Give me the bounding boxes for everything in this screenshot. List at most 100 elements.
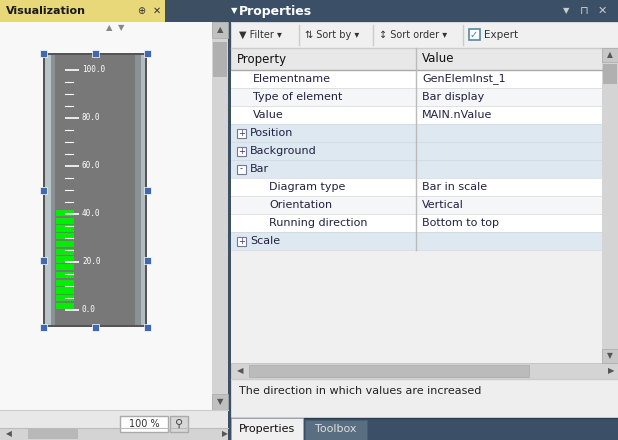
Bar: [231, 418, 303, 440]
Bar: [231, 232, 602, 250]
Bar: [231, 22, 618, 48]
Bar: [56, 303, 74, 309]
Bar: [231, 418, 618, 440]
Bar: [40, 50, 47, 57]
Bar: [56, 218, 74, 224]
Bar: [231, 178, 602, 196]
Bar: [43, 53, 147, 327]
Text: Visualization: Visualization: [6, 6, 86, 16]
Bar: [305, 420, 367, 440]
Text: ◀: ◀: [237, 367, 243, 375]
Bar: [237, 147, 246, 156]
Text: Properties: Properties: [239, 4, 312, 18]
Text: Running direction: Running direction: [269, 218, 368, 228]
Text: Properties: Properties: [239, 424, 295, 434]
Text: 100 %: 100 %: [129, 419, 159, 429]
Text: ▼: ▼: [607, 352, 613, 360]
Text: +: +: [238, 128, 245, 137]
Bar: [135, 55, 141, 325]
Text: Toolbox: Toolbox: [315, 424, 357, 434]
Text: ▼: ▼: [231, 7, 237, 15]
Text: 60.0: 60.0: [82, 161, 101, 170]
Bar: [51, 55, 55, 325]
Text: 20.0: 20.0: [82, 257, 101, 267]
Text: ▶: ▶: [222, 429, 228, 439]
Text: +: +: [238, 236, 245, 246]
Bar: [56, 295, 74, 301]
Bar: [231, 88, 602, 106]
Text: Value: Value: [422, 52, 454, 66]
Text: ▼: ▼: [563, 7, 570, 15]
Bar: [249, 365, 529, 377]
Bar: [56, 233, 74, 239]
Bar: [602, 48, 618, 62]
Text: +: +: [238, 147, 245, 155]
Text: ✕: ✕: [153, 6, 161, 16]
Bar: [165, 0, 228, 22]
Text: Bar: Bar: [250, 164, 269, 174]
Text: Position: Position: [250, 128, 294, 138]
Bar: [92, 50, 99, 57]
Bar: [56, 210, 74, 216]
Bar: [212, 22, 228, 38]
Text: Value: Value: [253, 110, 284, 120]
Bar: [231, 22, 618, 440]
Text: -: -: [240, 165, 243, 173]
Bar: [56, 225, 74, 232]
Text: The direction in which values are increased: The direction in which values are increa…: [239, 386, 481, 396]
Text: ▶: ▶: [608, 367, 614, 375]
Bar: [45, 55, 51, 325]
Bar: [602, 48, 618, 363]
Bar: [0, 22, 228, 440]
Bar: [56, 272, 74, 278]
Bar: [92, 324, 99, 331]
Bar: [28, 429, 78, 439]
Bar: [120, 416, 168, 432]
Text: Scale: Scale: [250, 236, 280, 246]
Text: ⊕: ⊕: [137, 6, 145, 16]
Bar: [213, 42, 227, 77]
Bar: [469, 29, 480, 40]
Bar: [212, 394, 228, 410]
Bar: [56, 249, 74, 255]
Bar: [40, 187, 47, 194]
Text: 100.0: 100.0: [82, 66, 105, 74]
Bar: [144, 187, 151, 194]
Text: ↕ Sort order ▾: ↕ Sort order ▾: [379, 30, 447, 40]
Bar: [237, 165, 246, 174]
Bar: [603, 64, 617, 84]
Text: Vertical: Vertical: [422, 200, 464, 210]
Text: Type of element: Type of element: [253, 92, 342, 102]
Bar: [40, 324, 47, 331]
Bar: [56, 287, 74, 294]
Text: Bar in scale: Bar in scale: [422, 182, 487, 192]
Text: Property: Property: [237, 52, 287, 66]
Bar: [231, 70, 602, 88]
Text: Bar display: Bar display: [422, 92, 485, 102]
Bar: [144, 257, 151, 264]
Text: ▲: ▲: [607, 51, 613, 59]
Bar: [231, 363, 618, 379]
Bar: [40, 257, 47, 264]
Bar: [231, 379, 618, 418]
Text: ▼: ▼: [217, 397, 223, 407]
Bar: [56, 280, 74, 286]
Bar: [228, 0, 231, 440]
Bar: [0, 428, 228, 440]
Text: Elementname: Elementname: [253, 74, 331, 84]
Text: ▲: ▲: [106, 23, 112, 33]
Text: MAIN.nValue: MAIN.nValue: [422, 110, 493, 120]
Text: Background: Background: [250, 146, 317, 156]
Text: ⊓: ⊓: [580, 6, 588, 16]
Text: ▼: ▼: [118, 23, 124, 33]
Text: GenElemInst_1: GenElemInst_1: [422, 73, 506, 84]
Bar: [144, 50, 151, 57]
Bar: [55, 55, 135, 325]
Text: 40.0: 40.0: [82, 209, 101, 219]
Bar: [231, 196, 602, 214]
Bar: [237, 129, 246, 138]
Bar: [602, 349, 618, 363]
Bar: [212, 22, 228, 410]
Bar: [231, 48, 602, 70]
Bar: [231, 214, 602, 232]
